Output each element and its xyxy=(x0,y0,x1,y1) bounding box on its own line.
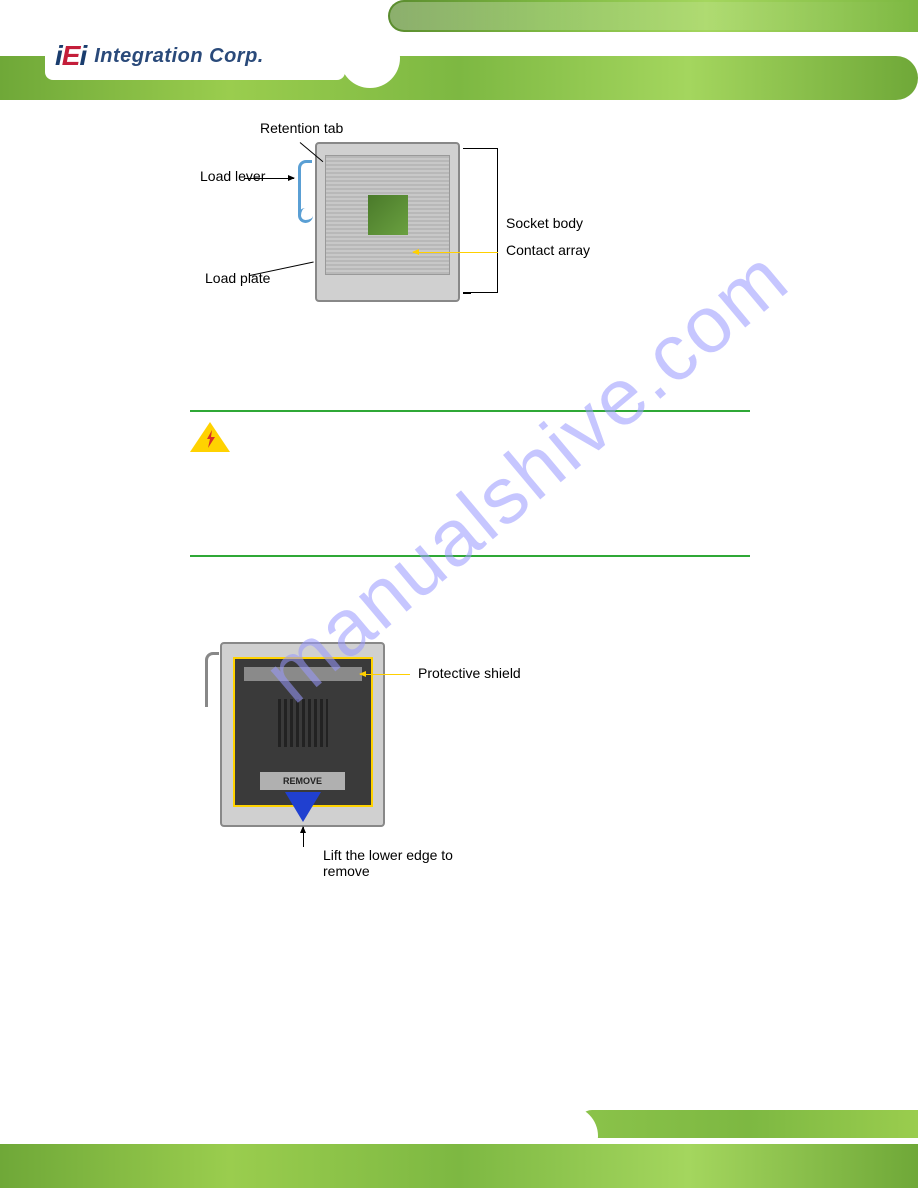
shield-chip-pattern xyxy=(278,699,328,747)
page-content: Retention tab Load lever Load plate Sock… xyxy=(190,120,750,897)
bottom-stripe-2 xyxy=(0,1144,918,1188)
bracket-bottom-tick xyxy=(463,293,471,294)
blue-indicator-icon xyxy=(285,792,321,822)
arrow-lift xyxy=(303,827,304,847)
warning-divider-top xyxy=(190,410,750,412)
remove-label: REMOVE xyxy=(260,772,345,790)
label-lift-instruction: Lift the lower edge to remove xyxy=(323,847,503,879)
socket-body-bracket xyxy=(463,148,498,293)
warning-bolt-icon xyxy=(205,430,217,453)
bracket-top-tick xyxy=(463,148,471,149)
warning-icon xyxy=(190,422,230,452)
label-retention-tab: Retention tab xyxy=(260,120,343,136)
bottom-stripe-1 xyxy=(578,1110,918,1138)
logo-company-text: Integration Corp. xyxy=(94,45,264,68)
arrow-protective-shield xyxy=(360,674,410,675)
label-socket-body: Socket body xyxy=(506,215,583,231)
socket-chip-icon xyxy=(368,195,408,235)
banner-curve xyxy=(340,28,400,88)
warning-body-spacer xyxy=(190,460,750,545)
shield-label-area xyxy=(244,667,362,681)
lever2-graphic xyxy=(205,652,219,707)
arrow-load-plate xyxy=(250,261,314,275)
warning-divider-bottom xyxy=(190,555,750,557)
arrow-load-lever xyxy=(244,178,294,179)
warning-section xyxy=(190,410,750,557)
bottom-banner xyxy=(0,1088,918,1188)
banner-stripe-top xyxy=(388,0,918,32)
logo-brand: iEi xyxy=(55,40,86,72)
figure-protective-shield: REMOVE Protective shield Lift the lower … xyxy=(200,637,600,897)
logo-e: E xyxy=(62,40,80,71)
top-banner: iEi Integration Corp. xyxy=(0,0,918,100)
label-contact-array: Contact array xyxy=(506,242,590,258)
load-lever-graphic xyxy=(298,160,312,215)
label-protective-shield: Protective shield xyxy=(418,665,521,681)
arrow-contact-array xyxy=(413,252,498,253)
logo-i1: i xyxy=(55,40,62,71)
label-load-lever: Load lever xyxy=(200,168,265,184)
figure-cpu-socket: Retention tab Load lever Load plate Sock… xyxy=(200,120,680,320)
logo-i2: i xyxy=(79,40,86,71)
logo: iEi Integration Corp. xyxy=(55,40,264,72)
